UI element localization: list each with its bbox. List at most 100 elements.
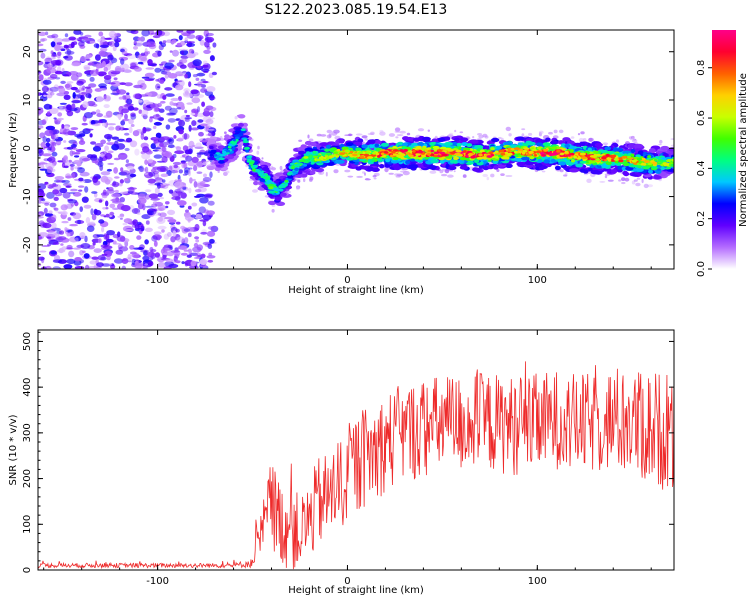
noise-blob: [129, 140, 138, 148]
noise-blob: [188, 81, 192, 88]
noise-blob: [105, 207, 109, 210]
noise-blob: [70, 143, 78, 148]
noise-blob: [187, 248, 192, 252]
ridge-blob: [461, 142, 468, 147]
noise-blob: [116, 111, 123, 115]
noise-blob: [59, 105, 63, 109]
noise-blob: [120, 205, 131, 212]
noise-blob: [104, 133, 113, 140]
noise-blob: [128, 186, 135, 194]
noise-blob: [51, 53, 58, 58]
ridge-blob: [669, 151, 674, 156]
faint-blob: [580, 131, 585, 135]
noise-blob: [140, 133, 145, 140]
noise-blob: [161, 179, 166, 183]
noise-blob: [133, 46, 138, 50]
noise-blob: [96, 262, 104, 267]
noise-blob: [151, 203, 158, 208]
noise-blob: [46, 166, 53, 174]
noise-blob: [66, 110, 74, 117]
noise-blob: [72, 191, 82, 197]
noise-blob: [174, 181, 183, 189]
noise-blob: [154, 187, 160, 195]
noise-blob: [73, 147, 78, 151]
ridge-blob: [590, 170, 601, 175]
noise-blob: [150, 32, 160, 35]
noise-blob: [117, 152, 128, 160]
noise-blob: [52, 259, 63, 264]
noise-blob: [153, 231, 162, 235]
noise-blob: [122, 118, 130, 122]
noise-blob: [140, 36, 145, 42]
noise-blob: [186, 42, 196, 47]
noise-blob: [188, 187, 192, 194]
noise-blob: [121, 258, 129, 264]
faint-blob: [500, 173, 505, 177]
noise-blob: [176, 188, 181, 195]
noise-blob: [143, 136, 149, 141]
ridge-blob: [523, 147, 530, 151]
ridge-blob: [325, 144, 332, 149]
ridge-blob: [383, 151, 389, 154]
noise-blob: [81, 196, 89, 203]
noise-blob: [84, 186, 89, 193]
noise-blob: [89, 76, 95, 82]
noise-blob: [140, 249, 150, 253]
noise-blob: [157, 204, 166, 211]
noise-blob: [38, 232, 49, 237]
noise-blob: [209, 96, 216, 101]
faint-blob: [490, 173, 495, 178]
ridge-blob: [401, 142, 408, 147]
noise-blob: [41, 119, 47, 125]
ridge-blob: [422, 136, 431, 142]
noise-blob: [98, 88, 107, 91]
noise-blob: [163, 182, 167, 185]
noise-blob: [117, 231, 121, 238]
noise-blob: [137, 37, 142, 41]
ridge-blob: [633, 143, 644, 149]
noise-blob: [53, 207, 59, 211]
noise-blob: [96, 234, 106, 238]
noise-blob: [202, 161, 208, 166]
ridge-blob: [491, 137, 500, 143]
ridge-blob: [319, 142, 329, 147]
noise-blob: [93, 43, 100, 48]
noise-blob: [141, 109, 149, 116]
noise-blob: [166, 251, 174, 257]
noise-blob: [207, 132, 216, 137]
noise-blob: [78, 140, 86, 146]
ridge-blob: [206, 165, 215, 171]
noise-blob: [93, 248, 102, 254]
noise-blob: [124, 147, 130, 152]
ridge-blob: [637, 150, 644, 155]
noise-blob: [50, 250, 57, 255]
noise-blob: [105, 200, 109, 207]
noise-blob: [69, 223, 78, 227]
faint-blob: [279, 165, 283, 171]
noise-blob: [196, 106, 201, 113]
noise-blob: [111, 136, 120, 140]
noise-blob: [144, 172, 149, 176]
noise-blob: [72, 151, 76, 155]
noise-blob: [160, 136, 171, 141]
noise-blob: [50, 41, 56, 48]
faint-blob: [394, 127, 401, 132]
noise-blob: [129, 251, 137, 255]
ridge-blob: [374, 143, 380, 148]
faint-blob: [486, 176, 490, 181]
ridge-blob: [446, 155, 453, 159]
noise-blob: [164, 105, 172, 111]
noise-blob: [48, 184, 59, 188]
noise-blob: [175, 80, 179, 83]
ridge-blob: [240, 128, 246, 132]
ridge-blob: [660, 145, 670, 151]
noise-blob: [43, 207, 48, 214]
ridge-blob: [417, 141, 425, 146]
noise-blob: [172, 161, 182, 166]
noise-blob: [67, 199, 78, 204]
noise-blob: [203, 107, 210, 113]
faint-blob: [417, 128, 425, 132]
noise-blob: [51, 222, 57, 229]
noise-blob: [190, 214, 197, 218]
noise-blob: [62, 74, 70, 77]
